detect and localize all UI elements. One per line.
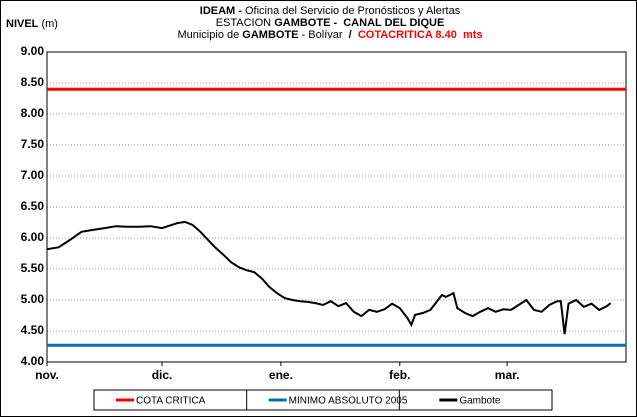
y-tick-label: 4.50 [21, 323, 45, 337]
y-tick-label: 9.00 [21, 44, 45, 58]
title-part: - Bolívar [299, 29, 349, 41]
x-tick-label: ene. [269, 368, 293, 382]
title-part: / [349, 29, 358, 41]
title-part: (m) [38, 18, 58, 30]
y-tick-label: 5.50 [21, 261, 45, 275]
legend-label: COTA CRITICA [136, 396, 206, 407]
series-line [46, 220, 612, 335]
title-part: Municipio de [177, 29, 242, 41]
y-tick-label: 6.50 [21, 199, 45, 213]
y-tick-label: 4.00 [21, 354, 45, 368]
x-tick-label: dic. [152, 368, 173, 382]
title-part: NIVEL [6, 18, 39, 30]
y-tick-label: 8.50 [21, 75, 45, 89]
title-line: ESTACION GAMBOTE - CANAL DEL DIQUE [216, 17, 445, 29]
legend-box [93, 389, 553, 411]
y-tick-label: 7.50 [21, 137, 45, 151]
x-tick-label: mar. [495, 368, 520, 382]
title-part: COTACRITICA 8.40 mts [358, 29, 483, 41]
title-part: Oficina del Servicio de Pronósticos y Al… [245, 5, 461, 17]
title-line: IDEAM - Oficina del Servicio de Pronósti… [200, 5, 461, 17]
title-line: NIVEL (m) [6, 18, 58, 30]
title-part: GAMBOTE [242, 29, 298, 41]
title-line: Municipio de GAMBOTE - Bolívar / COTACRI… [177, 29, 482, 41]
y-tick-label: 7.00 [21, 168, 45, 182]
title-part: ESTACION [216, 17, 274, 29]
legend-label: Gambote [459, 396, 501, 407]
x-tick-label: feb. [389, 368, 410, 382]
title-part: IDEAM - [200, 5, 245, 17]
y-tick-label: 5.00 [21, 292, 45, 306]
y-tick-label: 8.00 [21, 106, 45, 120]
title-part: GAMBOTE - CANAL DEL DIQUE [274, 17, 444, 29]
y-tick-label: 6.00 [21, 230, 45, 244]
x-tick-label: nov. [35, 368, 59, 382]
legend-label: MINIMO ABSOLUTO 2005 [289, 396, 408, 407]
plot-border [46, 51, 627, 363]
